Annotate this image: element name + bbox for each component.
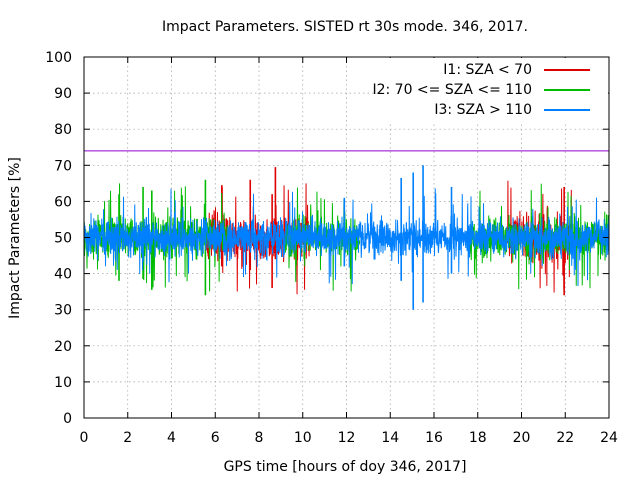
y-tick-label: 20 [54,339,72,355]
x-tick-label: 8 [255,430,264,446]
y-tick-label: 10 [54,375,72,391]
axes: 0 2 4 6 8 10 12 14 16 18 20 22 240102030405060708090… [45,50,618,446]
y-tick-label: 90 [54,86,72,102]
x-tick-label: 14 [381,430,399,446]
y-tick-label: 60 [54,194,72,210]
y-tick-label: 50 [54,231,72,247]
y-tick-label: 30 [54,303,72,319]
x-tick-label: 16 [425,430,443,446]
x-tick-label: 4 [167,430,176,446]
x-tick-label: 10 [294,430,312,446]
legend-label-i2: I2: 70 <= SZA <= 110 [372,82,532,98]
x-axis-label: GPS time [hours of doy 346, 2017] [224,459,467,475]
series-group [83,165,610,310]
y-tick-label: 80 [54,122,72,138]
x-tick-label: 18 [469,430,487,446]
y-tick-label: 100 [45,50,72,66]
x-tick-label: 6 [211,430,220,446]
y-axis-label: Impact Parameters [%] [7,157,23,319]
x-tick-label: 2 [123,430,132,446]
y-tick-label: 0 [63,411,72,427]
x-tick-label: 24 [600,430,618,446]
x-tick-label: 12 [338,430,356,446]
y-tick-label: 40 [54,267,72,283]
x-tick-label: 22 [556,430,574,446]
x-tick-label: 20 [513,430,531,446]
series-3-trace [83,165,610,310]
x-tick-label: 0 [80,430,89,446]
series-3-segment [83,188,610,286]
legend: I1: SZA < 70 I2: 70 <= SZA <= 110 I3: SZ… [372,58,608,122]
legend-label-i3: I3: SZA > 110 [434,102,532,118]
chart-title: Impact Parameters. SISTED rt 30s mode. 3… [162,19,528,35]
legend-label-i1: I1: SZA < 70 [443,62,532,78]
y-tick-label: 70 [54,158,72,174]
